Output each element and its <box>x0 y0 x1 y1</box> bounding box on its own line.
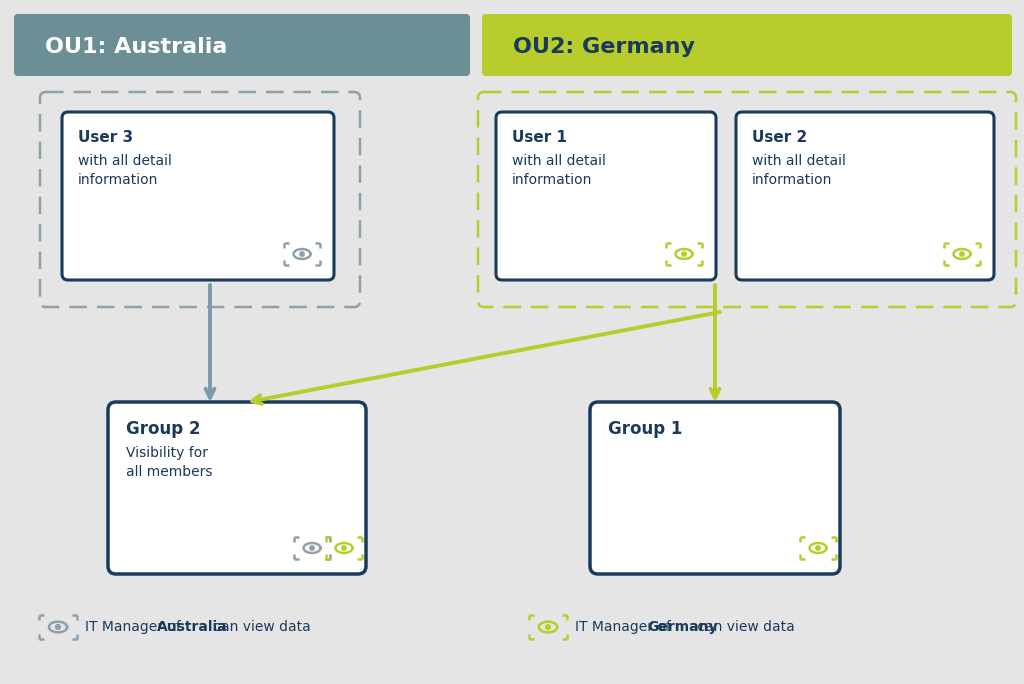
FancyBboxPatch shape <box>590 402 840 574</box>
Polygon shape <box>546 624 550 629</box>
FancyBboxPatch shape <box>108 402 366 574</box>
Polygon shape <box>816 546 820 550</box>
Text: with all detail
information: with all detail information <box>512 154 606 187</box>
Text: with all detail
information: with all detail information <box>752 154 846 187</box>
Text: IT Manager of: IT Manager of <box>575 620 675 634</box>
FancyBboxPatch shape <box>62 112 334 280</box>
FancyBboxPatch shape <box>496 112 716 280</box>
Text: OU2: Germany: OU2: Germany <box>513 37 695 57</box>
FancyBboxPatch shape <box>736 112 994 280</box>
Text: can view data: can view data <box>209 620 310 634</box>
Polygon shape <box>682 252 686 256</box>
Text: with all detail
information: with all detail information <box>78 154 172 187</box>
Polygon shape <box>300 252 304 256</box>
Text: Visibility for
all members: Visibility for all members <box>126 446 213 479</box>
Text: Group 2: Group 2 <box>126 420 201 438</box>
Polygon shape <box>959 252 965 256</box>
Text: User 2: User 2 <box>752 130 807 145</box>
FancyBboxPatch shape <box>482 14 1012 76</box>
Text: IT Manager of: IT Manager of <box>85 620 185 634</box>
Text: User 1: User 1 <box>512 130 567 145</box>
Text: Germany: Germany <box>647 620 718 634</box>
Text: can view data: can view data <box>693 620 795 634</box>
Polygon shape <box>55 624 60 629</box>
Text: Group 1: Group 1 <box>608 420 682 438</box>
Polygon shape <box>310 546 314 550</box>
Text: User 3: User 3 <box>78 130 133 145</box>
FancyBboxPatch shape <box>14 14 470 76</box>
Text: Australia: Australia <box>157 620 227 634</box>
Text: OU1: Australia: OU1: Australia <box>45 37 227 57</box>
Polygon shape <box>342 546 346 550</box>
